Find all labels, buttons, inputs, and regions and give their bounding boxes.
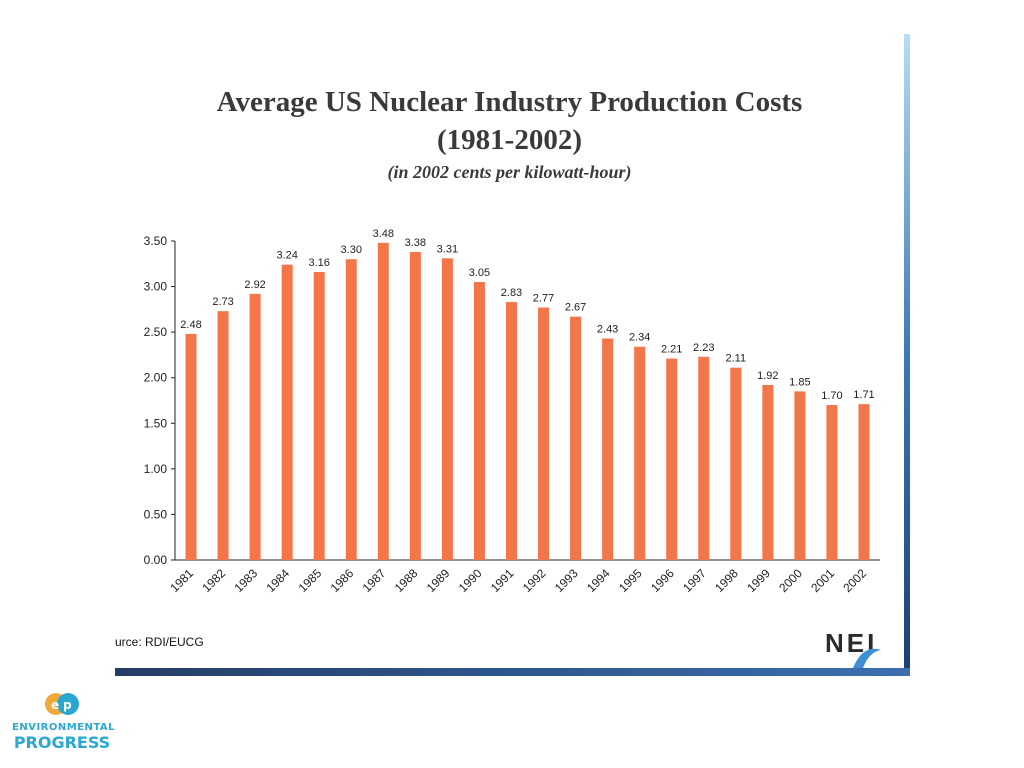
- bar-1986: [345, 259, 357, 560]
- ep-logo-line1: ENVIRONMENTAL: [12, 722, 116, 733]
- data-label-1997: 2.23: [693, 342, 714, 354]
- bar-1990: [473, 282, 485, 560]
- bar-1988: [409, 251, 421, 561]
- y-tick-label: 2.00: [144, 371, 168, 385]
- bar-1994: [602, 338, 614, 560]
- ep-icon: e p: [45, 693, 79, 715]
- bar-1981: [185, 333, 197, 560]
- x-tick-label-1996: 1996: [648, 566, 677, 595]
- nei-swoosh-icon: [853, 648, 881, 668]
- x-tick-label-1993: 1993: [552, 566, 581, 595]
- data-label-1987: 3.48: [373, 228, 394, 240]
- bar-1993: [570, 316, 582, 560]
- bar-1995: [634, 346, 646, 560]
- x-tick-label-1984: 1984: [263, 566, 292, 595]
- bar-2001: [826, 405, 838, 560]
- svg-text:e: e: [51, 698, 59, 712]
- nei-logo: NEI: [825, 628, 881, 668]
- data-label-1981: 2.48: [180, 319, 201, 331]
- data-label-1995: 2.34: [629, 332, 650, 344]
- bar-1989: [441, 258, 453, 560]
- y-tick-label: 0.50: [144, 507, 168, 521]
- bar-1992: [538, 307, 550, 560]
- y-tick-label: 1.00: [144, 462, 168, 476]
- data-label-1984: 3.24: [276, 250, 297, 262]
- chart-title-years: (1981-2002): [437, 124, 582, 156]
- x-tick-label-1986: 1986: [328, 566, 357, 595]
- x-tick-label-1999: 1999: [744, 566, 773, 595]
- y-tick-label: 3.50: [144, 234, 168, 248]
- data-label-1999: 1.92: [757, 370, 778, 382]
- x-tick-label-1992: 1992: [520, 566, 549, 595]
- data-label-2000: 1.85: [789, 376, 810, 388]
- x-tick-label-1983: 1983: [231, 566, 260, 595]
- x-tick-label-1985: 1985: [296, 566, 325, 595]
- environmental-progress-logo: e p ENVIRONMENTAL PROGRESS: [12, 692, 116, 754]
- bar-1982: [217, 311, 229, 560]
- x-tick-label-1995: 1995: [616, 566, 645, 595]
- data-label-2002: 1.71: [853, 389, 874, 401]
- bar-1984: [281, 264, 293, 560]
- data-label-1996: 2.21: [661, 344, 682, 356]
- svg-text:p: p: [63, 698, 72, 712]
- x-tick-label-1981: 1981: [167, 566, 196, 595]
- slide-right-border: [904, 34, 910, 676]
- bar-2002: [858, 404, 870, 560]
- data-label-2001: 1.70: [821, 390, 842, 402]
- y-tick-label: 2.50: [144, 325, 168, 339]
- bar-1997: [698, 356, 710, 560]
- data-label-1986: 3.30: [341, 244, 362, 256]
- data-label-1994: 2.43: [597, 324, 618, 336]
- x-tick-label-1997: 1997: [680, 566, 709, 595]
- data-label-1993: 2.67: [565, 302, 586, 314]
- y-tick-label: 1.50: [144, 416, 168, 430]
- bar-1998: [730, 367, 742, 560]
- bar-1996: [666, 358, 678, 560]
- x-tick-label-1989: 1989: [424, 566, 453, 595]
- bar-1987: [377, 242, 389, 560]
- data-label-1990: 3.05: [469, 267, 490, 279]
- data-label-1983: 2.92: [244, 279, 265, 291]
- data-label-1985: 3.16: [308, 257, 329, 269]
- x-tick-label-2002: 2002: [840, 566, 869, 595]
- bar-1999: [762, 385, 774, 560]
- x-tick-label-1991: 1991: [488, 566, 517, 595]
- bar-1985: [313, 271, 325, 560]
- data-label-1998: 2.11: [725, 353, 746, 365]
- bar-chart: 0.00 0.50 1.00 1.50 2.00 2.50 3.00 3.50 2.48 1981…: [144, 228, 880, 595]
- x-tick-label-2000: 2000: [776, 566, 805, 595]
- data-label-1992: 2.77: [533, 293, 554, 305]
- bar-1983: [249, 293, 261, 560]
- ep-logo-line2: PROGRESS: [13, 733, 111, 752]
- x-tick-label-1990: 1990: [456, 566, 485, 595]
- x-tick-label-1988: 1988: [392, 566, 421, 595]
- bar-2000: [794, 391, 806, 560]
- slide: Average US Nuclear Industry Production C…: [115, 34, 910, 676]
- slide-bottom-border: [115, 668, 910, 676]
- y-tick-label: 3.00: [144, 280, 168, 294]
- x-tick-label-1994: 1994: [584, 566, 613, 595]
- data-label-1991: 2.83: [501, 287, 522, 299]
- x-tick-label-1998: 1998: [712, 566, 741, 595]
- data-label-1989: 3.31: [437, 243, 458, 255]
- chart-subtitle: (in 2002 cents per kilowatt-hour): [387, 162, 632, 182]
- x-tick-label-1982: 1982: [199, 566, 228, 595]
- x-tick-label-1987: 1987: [360, 566, 389, 595]
- source-note: urce: RDI/EUCG: [115, 635, 204, 649]
- data-label-1982: 2.73: [212, 296, 233, 308]
- x-tick-label-2001: 2001: [808, 566, 837, 595]
- chart-title: Average US Nuclear Industry Production C…: [216, 86, 803, 118]
- y-tick-label: 0.00: [144, 553, 168, 567]
- bar-1991: [505, 302, 517, 560]
- data-label-1988: 3.38: [405, 237, 426, 249]
